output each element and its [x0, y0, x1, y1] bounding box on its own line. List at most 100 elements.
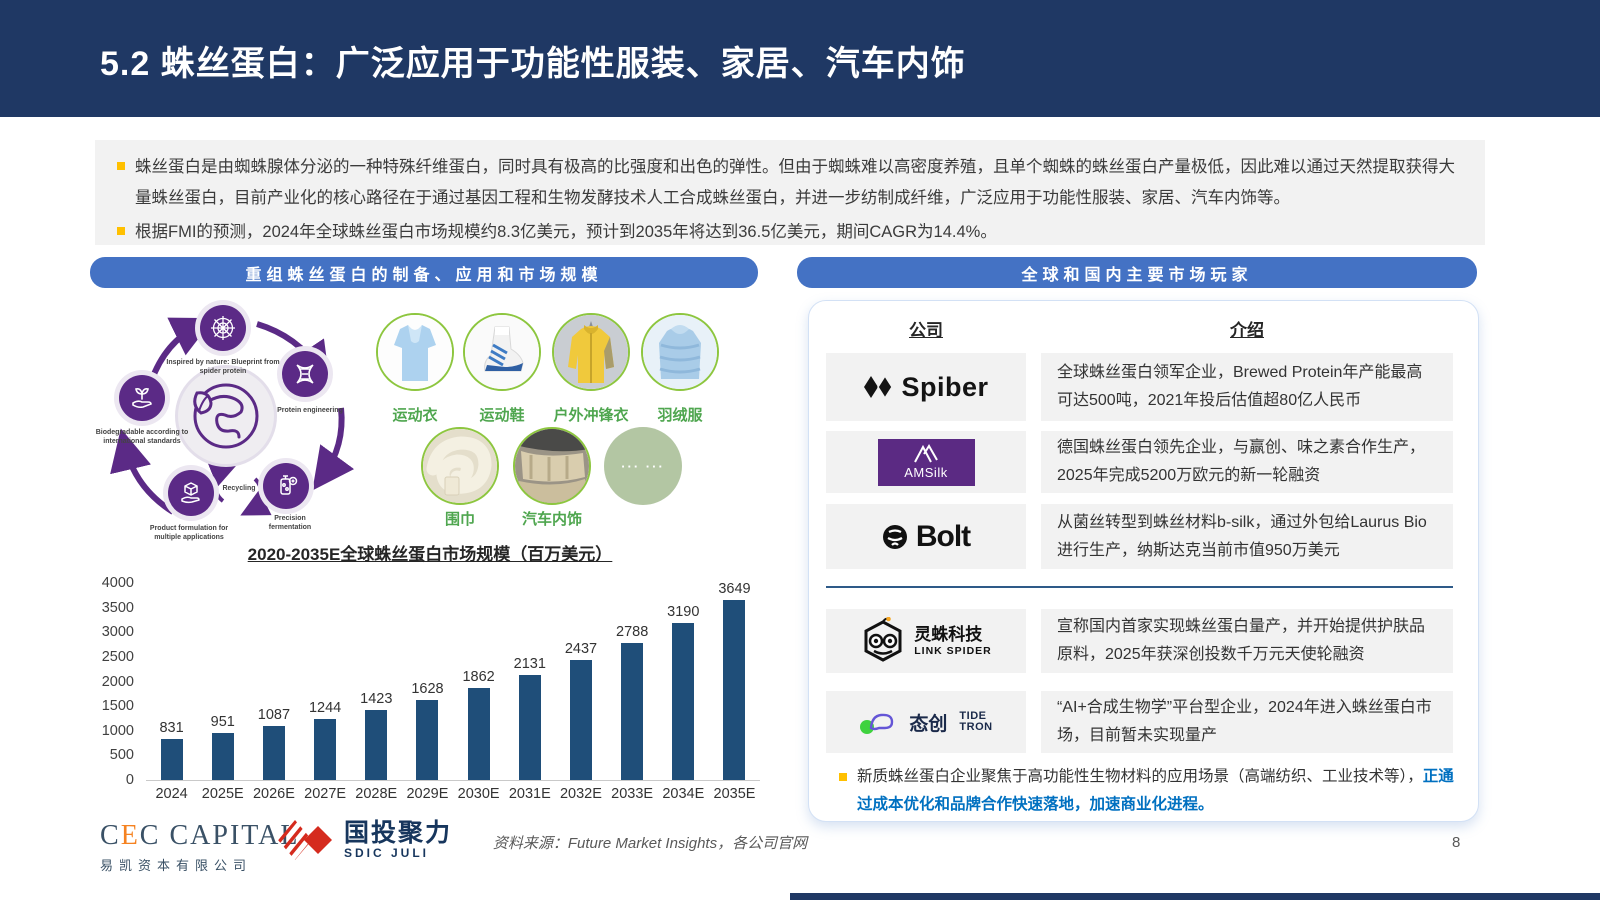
- bar: [262, 726, 285, 780]
- y-axis-tick: 4000: [101, 575, 134, 591]
- cycle-label-right: Protein engineering: [277, 407, 343, 414]
- bar-column-2027E: 1244: [300, 700, 351, 780]
- scarf-image: [421, 427, 499, 505]
- bar-value-label: 1423: [360, 690, 393, 707]
- bar-column-2024: 831: [146, 720, 197, 780]
- summary-bullet-2-text: 根据FMI的预测，2024年全球蛛丝蛋白市场规模约8.3亿美元，预计到2035年…: [135, 223, 997, 242]
- summary-bullet-2: 根据FMI的预测，2024年全球蛛丝蛋白市场规模约8.3亿美元，预计到2035年…: [117, 217, 1463, 248]
- sdic-sub: SDIC JULI: [344, 846, 430, 861]
- linkspider-logo: 灵蛛科技 LINK SPIDER: [826, 609, 1026, 673]
- x-axis-tick: 2031E: [508, 786, 551, 802]
- outdoor-jacket-image: [552, 313, 630, 391]
- bar-column-2032E: 2437: [555, 641, 606, 780]
- footnote-highlight: 正通过成本优化和品牌合作快速落地，加速商业化进程。: [857, 768, 1454, 813]
- cycle-label-bottom-right: Precision fermentation: [268, 515, 312, 532]
- y-axis-tick: 2500: [101, 648, 134, 665]
- y-axis-tick: 3000: [101, 624, 134, 641]
- cycle-label-top: Inspired by nature: Blueprint from spide…: [166, 359, 280, 376]
- right-section-title: 全球和国内主要市场玩家: [797, 257, 1477, 288]
- bullet-square-icon: [117, 227, 125, 236]
- bar: [365, 709, 388, 780]
- chart-bars: 831 951 1087 1244 1423 1628 1862 2131 2437 2788 31…: [146, 581, 760, 781]
- table-row-tidetron: 态创 TIDE TRON “AI+合成生物学”平台型企业，2024年进入蛛丝蛋白…: [826, 691, 1453, 753]
- bolt-circle-icon: [882, 524, 907, 549]
- table-row-amsilk: AMSilk 德国蛛丝蛋白领先企业，与赢创、味之素合作生产，2025年完成520…: [826, 431, 1453, 493]
- sdic-name: 国投聚力: [344, 818, 453, 847]
- bar: [621, 642, 644, 780]
- amsilk-intro-text: 德国蛛丝蛋白领先企业，与赢创、味之素合作生产，2025年完成5200万欧元的新一…: [1057, 439, 1426, 484]
- bullet-square-icon: [839, 773, 847, 781]
- header-bar: 5.2 蛛丝蛋白：广泛应用于功能性服装、家居、汽车内饰: [0, 0, 1600, 117]
- spider-web-icon: [200, 305, 246, 351]
- bar-value-label: 2788: [616, 623, 649, 640]
- chart-cats: 2024 2025E 2026E 2027E 2028E 2029E 2030E 2031E 2…: [146, 781, 760, 802]
- bar: [569, 659, 592, 780]
- spiber-logo-text: Spiber: [901, 371, 989, 402]
- market-size-chart: 4000 3500 3000 2500 2000 1500 1000 500 0 831 951 1…: [98, 575, 760, 802]
- amsilk-logo: AMSilk: [826, 431, 1026, 493]
- bar-value-label: 1862: [462, 669, 495, 686]
- y-axis-tick: 2000: [101, 673, 134, 690]
- linkspider-intro-text: 宣称国内首家实现蛛丝蛋白量产，并开始提供护肤品原料，2025年获深创投数千万元天…: [1057, 618, 1426, 663]
- linkspider-logo-cn: 灵蛛科技: [914, 625, 983, 645]
- x-axis-tick: 2029E: [406, 786, 449, 802]
- bullet-square-icon: [117, 162, 125, 170]
- bar: [518, 675, 541, 780]
- plant-hand-icon: [119, 375, 165, 421]
- application-examples: 运动衣 运动鞋 户外冲锋衣 羽绒服 ··· ··· 围巾 汽车内饰: [370, 300, 770, 540]
- spiber-intro-text: 全球蛛丝蛋白领军企业，Brewed Protein年产能最高可达500吨，202…: [1057, 364, 1423, 409]
- down-jacket-image: [641, 313, 719, 391]
- product-label: 汽车内饰: [521, 511, 582, 528]
- x-axis-tick: 2032E: [559, 786, 602, 802]
- product-label: 户外冲锋衣: [553, 407, 629, 424]
- bar: [416, 699, 439, 780]
- product-label: 围巾: [444, 511, 475, 528]
- bar-column-2026E: 1087: [248, 707, 299, 780]
- y-axis-tick: 500: [109, 747, 134, 764]
- table-row-bolt: Bolt 从菌丝转型到蛛丝材料b-silk，通过外包给Laurus Bio进行生…: [826, 504, 1453, 569]
- product-label: 羽绒服: [657, 407, 703, 424]
- amsilk-logo-text: AMSilk: [904, 465, 948, 480]
- product-box-icon: [168, 470, 214, 516]
- amsilk-intro: 德国蛛丝蛋白领先企业，与赢创、味之素合作生产，2025年完成5200万欧元的新一…: [1041, 431, 1453, 493]
- bar-column-2034E: 3190: [658, 604, 709, 780]
- y-axis-tick: 1000: [101, 722, 134, 739]
- cec-letter-orange: E: [120, 820, 140, 851]
- bar: [160, 739, 183, 780]
- x-axis-tick: 2026E: [252, 786, 295, 802]
- bar-column-2028E: 1423: [351, 691, 402, 780]
- left-section-title: 重组蛛丝蛋白的制备、应用和市场规模: [90, 257, 758, 288]
- bottom-accent-bar: [790, 893, 1600, 900]
- cec-letters: C CAPITAL: [139, 820, 300, 851]
- amsilk-peak-icon: [914, 444, 938, 463]
- bar-column-2035E: 3649: [709, 581, 760, 780]
- spiber-diamond-icon: [864, 374, 894, 400]
- column-header-intro: 介绍: [1230, 321, 1264, 340]
- bar-column-2031E: 2131: [504, 656, 555, 780]
- card-divider: [826, 586, 1453, 588]
- bar: [723, 600, 746, 780]
- cycle-label-left: Biodegradable according to international…: [95, 429, 189, 446]
- y-axis-tick: 3500: [101, 599, 134, 616]
- chart-title: 2020-2035E全球蛛丝蛋白市场规模（百万美元）: [247, 545, 613, 564]
- y-axis-tick: 0: [125, 772, 134, 788]
- page-title: 5.2 蛛丝蛋白：广泛应用于功能性服装、家居、汽车内饰: [100, 45, 966, 83]
- table-row-spiber: Spiber 全球蛛丝蛋白领军企业，Brewed Protein年产能最高可达5…: [826, 353, 1453, 421]
- summary-box: 蛛丝蛋白是由蜘蛛腺体分泌的一种特殊纤维蛋白，同时具有极高的比强度和出色的弹性。但…: [95, 140, 1485, 245]
- cycle-label-bottom-left: Product formulation for multiple applica…: [149, 525, 229, 542]
- earth-icon: [178, 368, 274, 464]
- page-number: 8: [1452, 834, 1461, 851]
- tidetron-logo: 态创 TIDE TRON: [826, 691, 1026, 753]
- tidetron-intro: “AI+合成生物学”平台型企业，2024年进入蛛丝蛋白市场，目前暂未实现量产: [1041, 691, 1453, 753]
- summary-bullet-1: 蛛丝蛋白是由蜘蛛腺体分泌的一种特殊纤维蛋白，同时具有极高的比强度和出色的弹性。但…: [117, 152, 1463, 213]
- tidetron-wave-icon: [860, 713, 894, 734]
- sdic-juli-logo: 国投聚力 SDIC JULI: [278, 818, 452, 862]
- x-axis-tick: 2034E: [662, 786, 705, 802]
- cec-letter: C: [100, 820, 121, 851]
- x-axis-tick: 2025E: [201, 786, 244, 802]
- car-interior-image: [513, 427, 591, 505]
- fermentation-icon: [263, 463, 309, 509]
- cec-subtitle: 易凯资本有限公司: [100, 858, 253, 873]
- y-axis-tick: 1500: [101, 698, 134, 715]
